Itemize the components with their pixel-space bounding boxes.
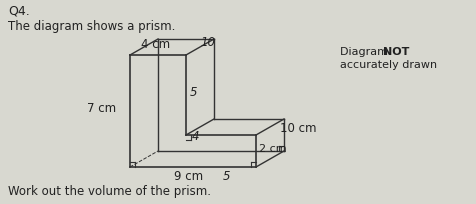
Text: 4 cm: 4 cm	[141, 38, 170, 51]
Text: 5: 5	[223, 169, 230, 182]
Text: 4: 4	[192, 129, 199, 142]
Text: Work out the volume of the prism.: Work out the volume of the prism.	[8, 184, 211, 197]
Text: 10: 10	[200, 36, 216, 49]
Text: 10 cm: 10 cm	[280, 121, 317, 134]
Text: 9 cm: 9 cm	[174, 169, 204, 182]
Text: NOT: NOT	[383, 47, 409, 57]
Text: 5: 5	[190, 86, 198, 99]
Text: accurately drawn: accurately drawn	[340, 60, 437, 70]
Text: Q4.: Q4.	[8, 4, 30, 17]
Text: The diagram shows a prism.: The diagram shows a prism.	[8, 20, 175, 33]
Text: 7 cm: 7 cm	[88, 102, 117, 114]
Text: 2 cm: 2 cm	[259, 143, 287, 153]
Text: Diagram: Diagram	[340, 47, 391, 57]
